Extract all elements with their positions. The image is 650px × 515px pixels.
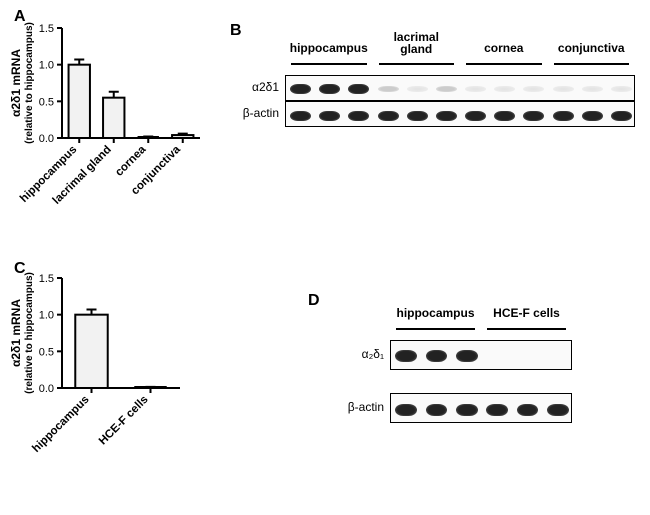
blot-band [426,350,448,363]
blot-band [456,350,478,363]
blot-band [426,404,448,417]
blot-band [517,404,539,417]
blot-band [456,404,478,417]
blot-band [486,404,508,417]
blot-group-label: hippocampus [390,306,481,320]
blot-group-label: HCE-F cells [481,306,572,320]
blot-band [395,404,417,417]
blot-row-label: β-actin [338,400,384,414]
blot-row-label: α₂δ₁ [338,347,384,361]
blot-band [395,350,417,363]
blot-group-bar [487,328,566,330]
blot-d: hippocampusHCE-F cells α₂δ₁ β-actin [0,0,650,515]
blot-band [547,404,569,417]
blot-group-bar [396,328,475,330]
blot-row [390,340,572,370]
blot-row [390,393,572,423]
